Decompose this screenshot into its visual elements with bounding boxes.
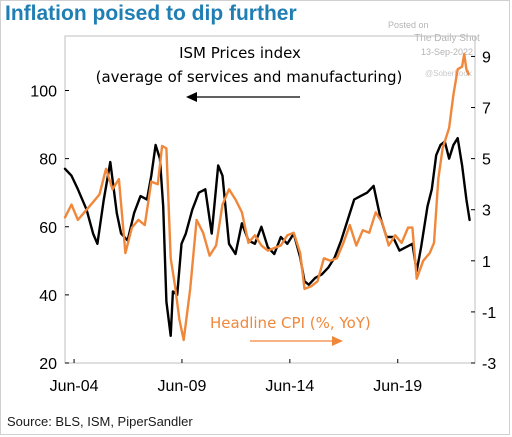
x-ticks: Jun-04 Jun-09 Jun-14 Jun-19 <box>50 359 422 395</box>
y-left-tick-label: 80 <box>39 152 57 169</box>
plot-area <box>64 35 476 364</box>
y-right-tick-label: -1 <box>482 305 496 322</box>
y-right-ticks: -3 -1 1 3 5 7 9 <box>471 49 496 373</box>
ism-annotation: ISM Prices index (average of services an… <box>96 44 403 102</box>
y-right-tick-label: 5 <box>482 152 491 169</box>
watermark-date: 13-Sep-2022 <box>420 47 474 57</box>
cpi-annotation: Headline CPI (%, YoY) <box>210 314 371 346</box>
watermark-posted-on: Posted on <box>388 20 429 30</box>
x-tick-label: Jun-04 <box>50 378 99 395</box>
x-tick-label: Jun-19 <box>373 378 422 395</box>
y-left-tick-label: 20 <box>39 356 57 373</box>
cpi-series-line <box>63 52 470 342</box>
ism-arrow-head <box>186 92 197 102</box>
y-left-tick-label: 40 <box>39 288 57 305</box>
y-left-ticks: 20 40 60 80 100 <box>30 84 69 373</box>
ism-annotation-line1: ISM Prices index <box>179 44 301 62</box>
ism-series-line <box>63 136 471 337</box>
ism-annotation-line2: (average of services and manufacturing) <box>96 68 403 86</box>
cpi-annotation-label: Headline CPI (%, YoY) <box>210 314 371 332</box>
y-left-tick-label: 100 <box>30 84 57 101</box>
watermark-credit: @SoberLook <box>425 69 472 78</box>
y-right-tick-label: 7 <box>482 101 491 118</box>
y-right-tick-label: 3 <box>482 203 491 220</box>
x-tick-label: Jun-09 <box>157 378 206 395</box>
y-left-tick-label: 60 <box>39 220 57 237</box>
cpi-arrow-head <box>332 336 343 346</box>
chart-title: Inflation poised to dip further <box>5 2 297 25</box>
y-right-tick-label: -3 <box>482 356 496 373</box>
y-right-tick-label: 9 <box>482 49 491 66</box>
source-note: Source: BLS, ISM, PiperSandler <box>7 414 193 429</box>
y-right-tick-label: 1 <box>482 254 491 271</box>
watermark-publisher: The Daily Shot <box>414 33 480 44</box>
series-group <box>63 52 471 342</box>
x-tick-label: Jun-14 <box>265 378 314 395</box>
